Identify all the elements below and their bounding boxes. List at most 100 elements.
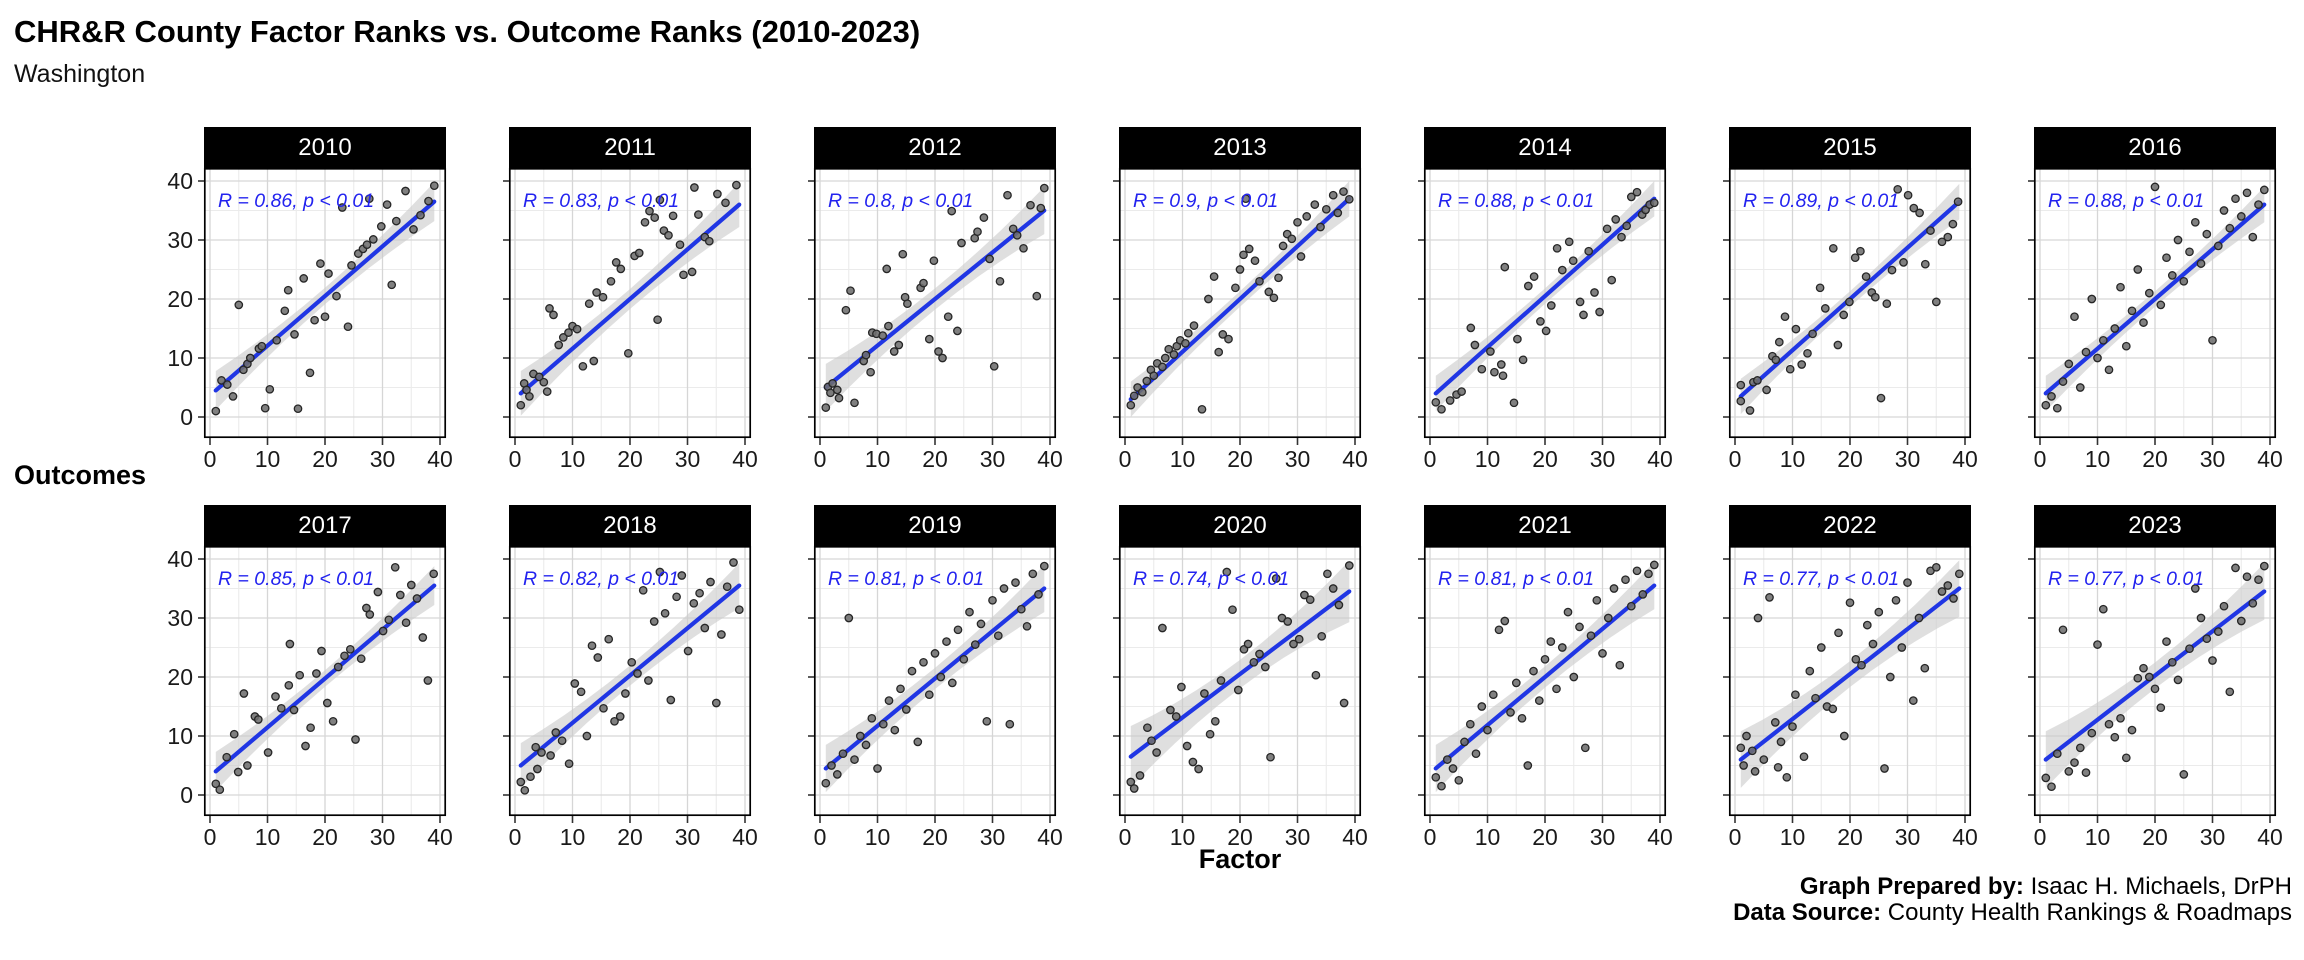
data-point [884,696,894,705]
data-point [1874,607,1884,617]
data-point [592,288,601,297]
data-point [1626,192,1636,202]
x-tick-label: 0 [1424,824,1437,850]
x-tick-label: 20 [1532,446,1558,472]
data-point [239,689,249,698]
data-point [623,348,633,358]
data-point [1780,312,1790,322]
data-point [2219,601,2229,611]
data-point [1445,396,1455,405]
data-point [867,713,877,723]
data-point [2248,232,2258,242]
scatter-plot-2013: 0 10 20 30 40 R = 0.9, p < 0.01 [1113,167,1368,472]
data-point [901,705,911,714]
correlation-label: R = 0.86, p < 0.01 [218,190,374,212]
data-point [1899,258,1908,267]
data-point [2110,324,2120,333]
data-point [215,785,225,795]
data-point [957,238,966,248]
data-point [2133,265,2143,274]
data-point [516,777,526,787]
data-point [907,666,917,676]
data-point [1536,317,1545,326]
facet-panel-2023: 2023 0 10 20 30 40 R = 0.77, p < 0.01 [2028,505,2283,850]
data-point [1765,593,1774,602]
data-point [516,400,526,410]
scatter-plot-2017: 0 10 20 30 40 0 10 20 30 40 R = 0.85, p < 0.01 [167,545,453,850]
facet-strip-label: 2021 [1424,505,1666,546]
data-point [1816,643,1826,652]
data-point [1448,764,1458,773]
data-point [1546,637,1556,646]
data-point [1621,575,1630,585]
regression-line [2043,202,2267,396]
x-tick-label: 0 [814,824,827,850]
data-point [1294,634,1304,644]
data-point [1164,344,1174,354]
data-point [995,276,1005,286]
data-point [988,595,997,605]
correlation-label: R = 0.74, p < 0.01 [1133,568,1289,590]
data-point [1509,398,1519,408]
scatter-plot-2012: 0 10 20 30 40 R = 0.8, p < 0.01 [808,167,1063,472]
data-point [832,770,842,779]
x-tick-label: 10 [560,446,586,472]
data-point [1773,762,1783,772]
data-point [1584,246,1594,256]
data-point [1602,224,1612,234]
data-point [2156,703,2166,713]
data-point [722,582,732,592]
data-point [1926,226,1935,235]
data-point [1344,194,1354,204]
data-point [1862,620,1872,630]
x-tick-label: 0 [1729,446,1742,472]
facet-panel-2020: 2020 0 10 20 30 40 R = 0.74, p < 0.01 [1113,505,1368,850]
data-point [1586,631,1596,641]
data-point [2190,217,2200,227]
x-tick-label: 30 [980,446,1006,472]
data-point [2116,713,2125,723]
data-point [301,741,310,751]
data-point [1142,376,1152,386]
data-point [1204,294,1213,304]
data-point [873,764,882,773]
data-point [2259,561,2269,571]
data-point [979,213,989,222]
data-point [406,580,416,590]
data-point [989,361,999,371]
data-point [1039,561,1049,571]
data-point [1517,713,1527,723]
data-point [1158,362,1167,372]
facet-panel-2022: 2022 0 10 20 30 40 R = 0.77, p < 0.01 [1723,505,1978,850]
data-point [1753,613,1763,623]
data-point [376,222,386,231]
data-point [1782,772,1792,782]
data-point [2190,584,2200,593]
data-point [1200,689,1209,698]
data-point [1218,330,1228,339]
data-point [1344,561,1354,570]
data-point [1649,198,1659,208]
data-point [844,613,854,623]
data-point [312,669,321,678]
data-point [299,274,309,283]
data-point [1019,243,1028,253]
data-point [1289,639,1298,649]
x-tick-label: 20 [1227,824,1253,850]
data-point [1839,731,1849,741]
data-point [1903,578,1912,587]
data-point [850,755,859,764]
x-tick-label: 30 [675,446,701,472]
data-point [587,641,597,651]
x-tick-label: 30 [1285,824,1311,850]
data-point [838,749,848,759]
data-point [1135,771,1145,780]
data-point [2058,377,2068,386]
data-point [1753,376,1762,385]
data-point [295,670,305,680]
footer-credits: Graph Prepared by: Isaac H. Michaels, Dr… [1733,874,2292,926]
data-point [2254,200,2263,209]
data-point [903,299,912,309]
data-point [1609,584,1619,593]
x-tick-label: 0 [509,446,522,472]
